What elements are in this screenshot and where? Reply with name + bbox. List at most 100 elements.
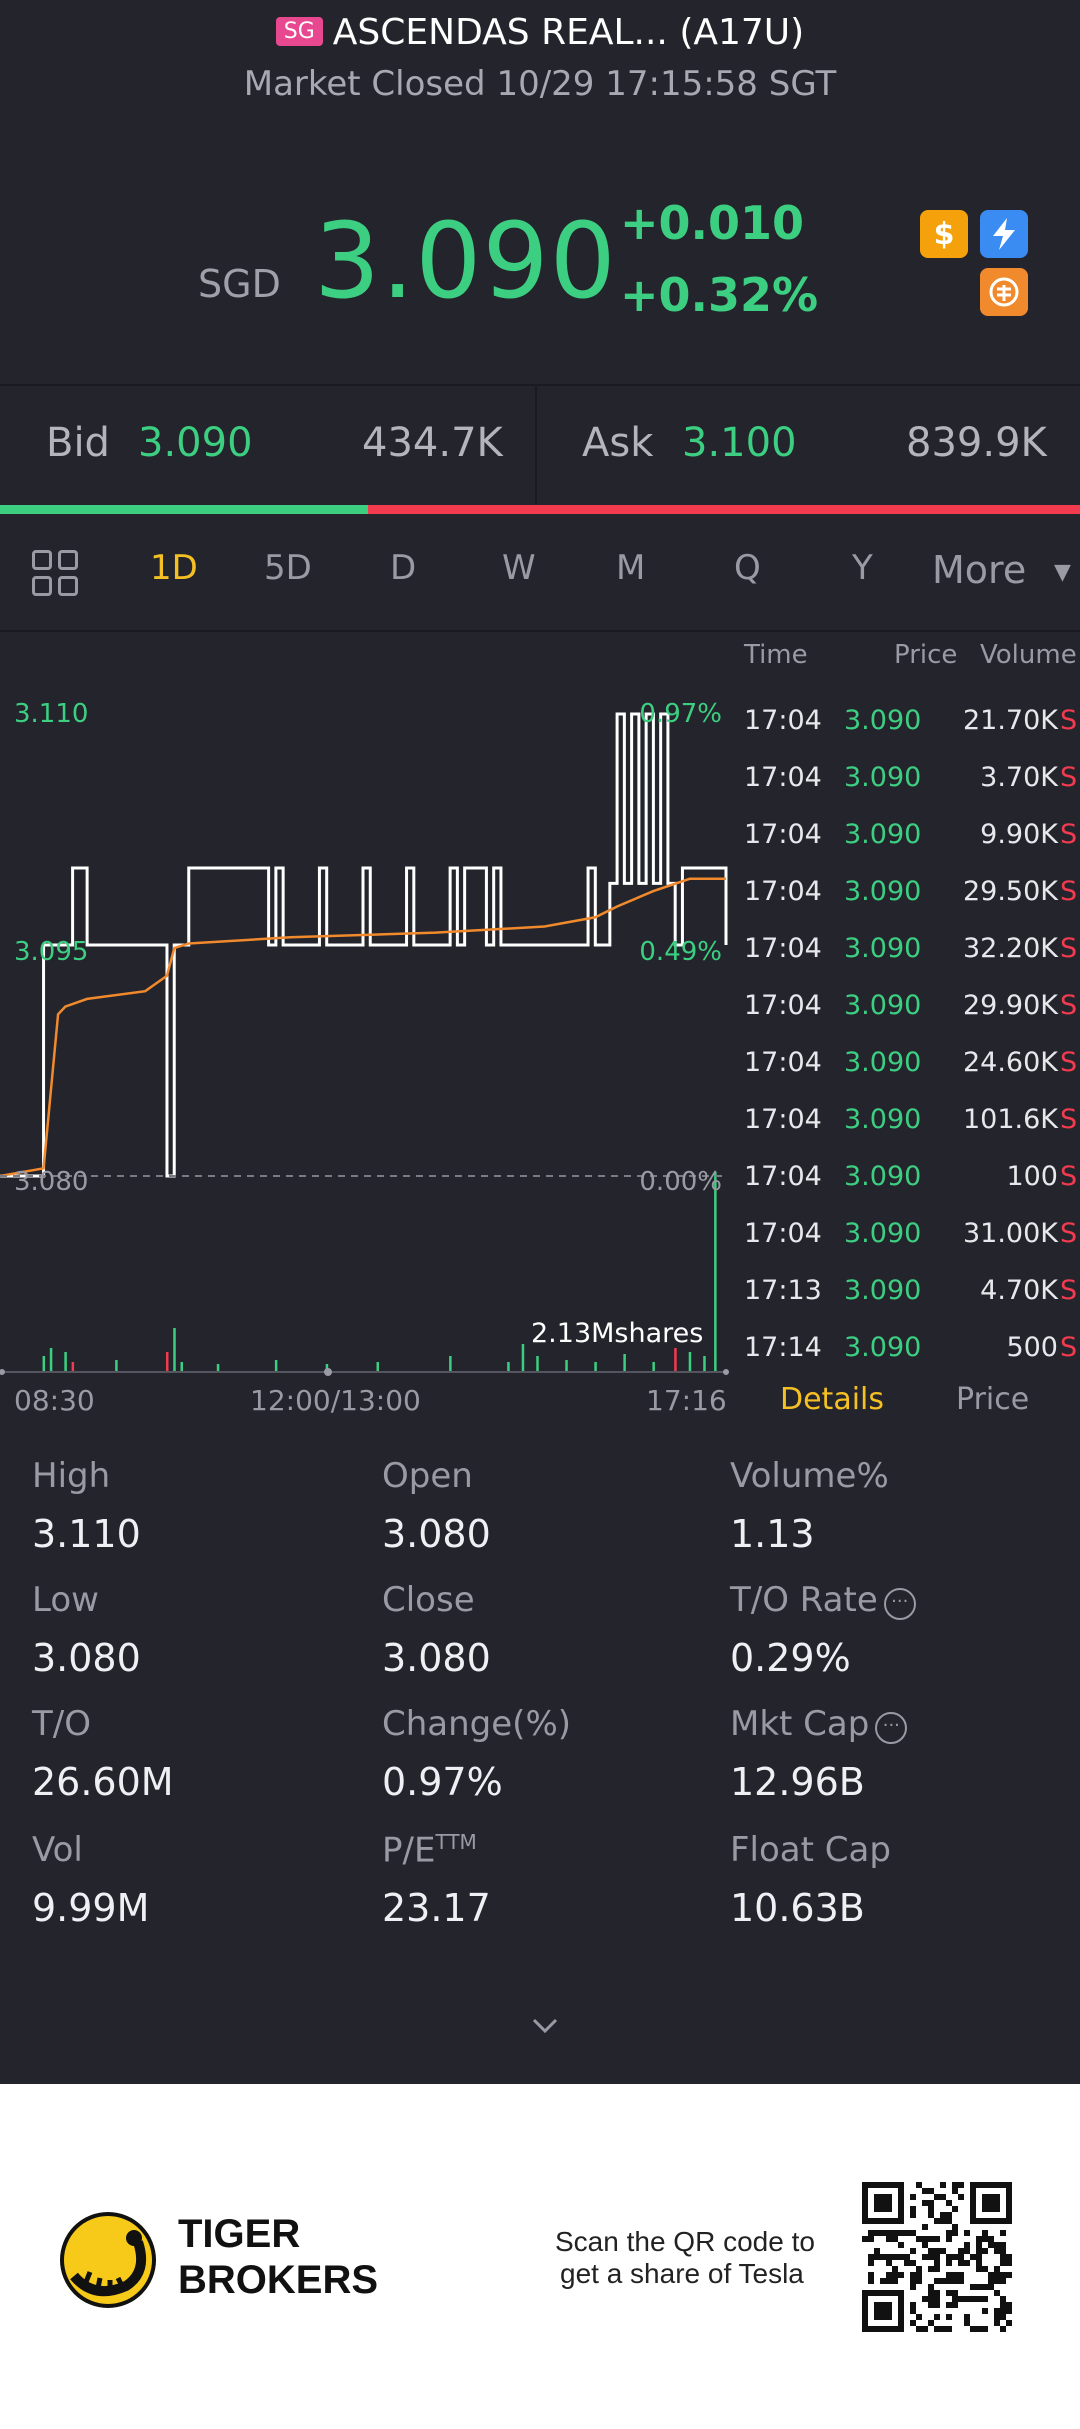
qr-module <box>1006 2260 1012 2266</box>
qr-module <box>988 2278 994 2284</box>
info-icon[interactable]: ··· <box>875 1712 908 1744</box>
tab-price[interactable]: Price <box>956 1382 1030 1417</box>
tick-row: 17:04 3.090 31.00K S <box>744 1205 1080 1262</box>
volume-bar <box>714 1172 717 1372</box>
price-change-pct: +0.32% <box>620 268 819 322</box>
qr-module <box>976 2296 982 2302</box>
bid-strength-bar <box>0 505 368 514</box>
qr-module <box>916 2314 922 2320</box>
volume-bar <box>49 1348 53 1372</box>
qr-module <box>946 2278 952 2284</box>
qr-module <box>874 2248 880 2254</box>
qr-finder <box>982 2194 1000 2212</box>
pct-label-mid: 0.49% <box>639 937 722 967</box>
stat-vol: 9.99M <box>32 1886 150 1930</box>
qr-module <box>904 2230 910 2236</box>
qr-module <box>952 2254 958 2260</box>
tick-time: 17:04 <box>744 762 822 793</box>
qr-module <box>892 2236 898 2242</box>
qr-module <box>946 2314 952 2320</box>
caret-down-icon[interactable]: ▼ <box>1054 560 1071 585</box>
volume-bar <box>180 1362 183 1372</box>
qr-module <box>994 2278 1000 2284</box>
stat-pe-sup: TTM <box>435 1830 477 1854</box>
qr-module <box>958 2296 964 2302</box>
qr-module <box>928 2188 934 2194</box>
volume-bar <box>115 1360 118 1372</box>
qr-module <box>940 2182 946 2188</box>
dollar-icon[interactable]: $ <box>920 210 968 258</box>
volume-bar <box>652 1362 655 1372</box>
qr-module <box>946 2254 952 2260</box>
tick-row: 17:14 3.090 500 S <box>744 1319 1080 1376</box>
tick-price: 3.090 <box>844 1218 922 1249</box>
stat-changepct-label: Change(%) <box>382 1704 572 1744</box>
qr-module <box>964 2230 970 2236</box>
qr-module <box>952 2182 958 2188</box>
average-line <box>0 877 726 1178</box>
qr-module <box>976 2254 982 2260</box>
tab-d[interactable]: D <box>390 548 417 588</box>
pct-label-top: 0.97% <box>639 699 722 729</box>
qr-module <box>988 2242 994 2248</box>
coin-icon[interactable] <box>980 268 1028 316</box>
tab-w[interactable]: W <box>502 548 536 588</box>
lightning-icon[interactable] <box>980 210 1028 258</box>
qr-finder <box>874 2302 892 2320</box>
qr-module <box>910 2194 916 2200</box>
qr-module <box>1000 2326 1006 2332</box>
info-icon[interactable]: ··· <box>883 1588 916 1620</box>
stat-high-label: High <box>32 1456 111 1496</box>
chart-layout-icon[interactable] <box>32 550 78 596</box>
tab-1d[interactable]: 1D <box>150 548 198 588</box>
tick-volume: 4.70K <box>980 1275 1058 1306</box>
qr-module <box>982 2236 988 2242</box>
tiger-logo <box>60 2212 156 2308</box>
volume-bar <box>274 1360 278 1372</box>
tick-time: 17:04 <box>744 705 822 736</box>
tab-5d[interactable]: 5D <box>264 548 312 588</box>
divider <box>0 630 1080 632</box>
tick-volume: 9.90K <box>980 819 1058 850</box>
tab-more[interactable]: More <box>932 548 1027 592</box>
volume-bar <box>173 1328 176 1372</box>
tick-list[interactable]: 17:04 3.090 21.70K S 17:04 3.090 3.70K S 17:04 3.… <box>744 692 1080 1376</box>
qr-module <box>946 2260 952 2266</box>
tab-m[interactable]: M <box>616 548 646 588</box>
tick-time: 17:04 <box>744 876 822 907</box>
qr-module <box>982 2230 988 2236</box>
tick-time: 17:04 <box>744 819 822 850</box>
qr-module <box>934 2218 940 2224</box>
qr-module <box>946 2230 952 2236</box>
qr-code[interactable] <box>862 2182 1012 2332</box>
qr-module <box>928 2206 934 2212</box>
tick-side: S <box>1060 876 1078 907</box>
qr-module <box>928 2254 934 2260</box>
tab-details[interactable]: Details <box>780 1382 885 1417</box>
qr-module <box>970 2326 976 2332</box>
stat-to-label: T/O <box>32 1704 91 1744</box>
tick-row: 17:04 3.090 100 S <box>744 1148 1080 1205</box>
qr-module <box>910 2248 916 2254</box>
tick-volume: 100 <box>1006 1161 1058 1192</box>
intraday-chart[interactable]: 3.110 3.095 3.080 0.97% 0.49% 0.00% 2.13… <box>0 632 730 1380</box>
qr-module <box>976 2236 982 2242</box>
qr-module <box>982 2296 988 2302</box>
qr-module <box>976 2248 982 2254</box>
stat-floatcap-label: Float Cap <box>730 1830 891 1870</box>
qr-module <box>910 2284 916 2290</box>
ask-strength-bar <box>368 505 1080 514</box>
qr-module <box>952 2272 958 2278</box>
tab-y[interactable]: Y <box>852 548 873 588</box>
qr-module <box>922 2188 928 2194</box>
qr-module <box>958 2254 964 2260</box>
qr-module <box>928 2236 934 2242</box>
tick-header-price: Price <box>894 640 958 670</box>
qr-module <box>868 2230 874 2236</box>
qr-module <box>910 2260 916 2266</box>
tab-q[interactable]: Q <box>734 548 761 588</box>
bid-label: Bid <box>46 420 110 466</box>
chevron-down-icon[interactable] <box>530 2010 560 2040</box>
tick-row: 17:13 3.090 4.70K S <box>744 1262 1080 1319</box>
pct-label-bottom: 0.00% <box>639 1167 722 1197</box>
